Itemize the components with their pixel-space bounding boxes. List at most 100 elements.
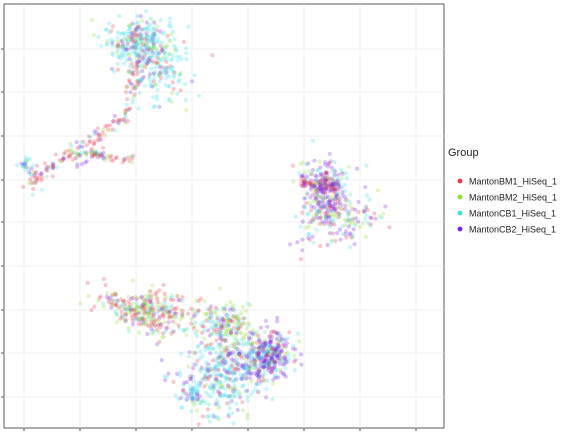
scatter-point [231, 303, 235, 307]
scatter-point [333, 160, 337, 164]
scatter-point [116, 36, 120, 40]
scatter-point [39, 172, 43, 176]
scatter-point [295, 240, 299, 244]
scatter-point [226, 321, 230, 325]
scatter-point [241, 316, 245, 320]
scatter-point [329, 240, 333, 244]
scatter-point [220, 385, 224, 389]
scatter-point [180, 295, 184, 299]
scatter-point [166, 84, 170, 88]
scatter-point [339, 168, 343, 172]
scatter-point [55, 165, 59, 169]
scatter-point [51, 174, 55, 178]
scatter-point [210, 369, 214, 373]
scatter-point [222, 366, 226, 370]
scatter-point [116, 62, 120, 66]
scatter-point [282, 373, 286, 377]
scatter-point [179, 71, 183, 75]
scatter-point [242, 351, 246, 355]
scatter-point [51, 164, 55, 168]
scatter-point [227, 365, 231, 369]
scatter-point [376, 188, 380, 192]
scatter-point [147, 75, 151, 79]
scatter-point [118, 118, 122, 122]
scatter-point [171, 70, 175, 74]
scatter-point [148, 289, 152, 293]
scatter-point [236, 327, 240, 331]
scatter-point [92, 132, 96, 136]
scatter-point [314, 228, 318, 232]
scatter-point [224, 375, 228, 379]
scatter-point [167, 97, 171, 101]
scatter-point [236, 318, 240, 322]
scatter-point [326, 195, 330, 199]
scatter-point [179, 351, 183, 355]
scatter-point [195, 310, 199, 314]
scatter-point [246, 413, 250, 417]
scatter-point [246, 302, 250, 306]
scatter-point [85, 159, 89, 163]
scatter-point [153, 65, 157, 69]
scatter-point [358, 225, 362, 229]
scatter-point [299, 352, 303, 356]
scatter-point [211, 347, 215, 351]
scatter-point [202, 384, 206, 388]
scatter-point [160, 358, 164, 362]
scatter-point [182, 329, 186, 333]
scatter-point [270, 347, 274, 351]
scatter-point [203, 401, 207, 405]
scatter-point [90, 18, 94, 22]
scatter-point [188, 384, 192, 388]
scatter-point [192, 73, 196, 77]
scatter-point [153, 83, 157, 87]
scatter-point [323, 160, 327, 164]
scatter-point [250, 379, 254, 383]
scatter-point [158, 29, 162, 33]
scatter-point [92, 142, 96, 146]
scatter-point [319, 215, 323, 219]
scatter-point [328, 199, 332, 203]
scatter-point [175, 294, 179, 298]
scatter-point [82, 150, 86, 154]
scatter-point [279, 350, 283, 354]
scatter-point [171, 80, 175, 84]
scatter-point [125, 97, 129, 101]
scatter-point [34, 170, 38, 174]
scatter-point [124, 312, 128, 316]
scatter-point [15, 163, 19, 167]
scatter-point [183, 82, 187, 86]
scatter-point [238, 350, 242, 354]
scatter-point [150, 323, 154, 327]
scatter-point [126, 295, 130, 299]
scatter-point [108, 296, 112, 300]
scatter-point [248, 349, 252, 353]
scatter-point [302, 181, 306, 185]
scatter-point [209, 374, 213, 378]
scatter-point [226, 313, 230, 317]
scatter-point [261, 360, 265, 364]
scatter-point [135, 79, 139, 83]
scatter-point [173, 315, 177, 319]
scatter-point [189, 409, 193, 413]
scatter-point [226, 383, 230, 387]
scatter-point [135, 62, 139, 66]
scatter-point [128, 90, 132, 94]
scatter-point [259, 326, 263, 330]
scatter-point [192, 326, 196, 330]
scatter-point [151, 95, 155, 99]
scatter-point [113, 293, 117, 297]
scatter-point [275, 356, 279, 360]
scatter-point [159, 64, 163, 68]
scatter-point [147, 294, 151, 298]
scatter-point [130, 154, 134, 158]
scatter-point [235, 367, 239, 371]
scatter-point [318, 244, 322, 248]
scatter-point [299, 363, 303, 367]
scatter-point [172, 329, 176, 333]
scatter-point [256, 354, 260, 358]
legend-key-4 [458, 227, 463, 232]
scatter-point [294, 215, 298, 219]
scatter-point [204, 344, 208, 348]
scatter-point [121, 54, 125, 58]
scatter-point [187, 355, 191, 359]
